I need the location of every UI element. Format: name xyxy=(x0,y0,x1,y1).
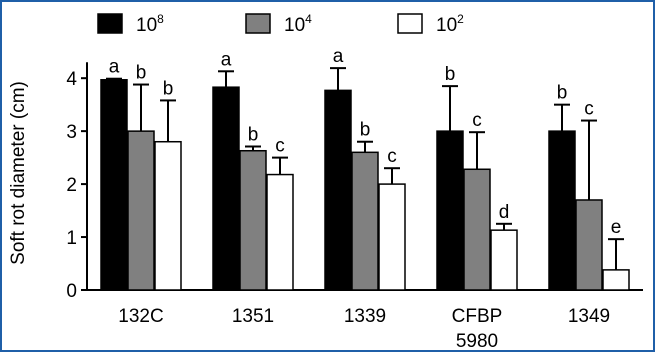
significance-letter: b xyxy=(136,63,147,84)
x-tick-label: 132C xyxy=(118,306,163,327)
y-axis: 0 1 2 3 4 xyxy=(66,62,88,302)
y-tick-label: 3 xyxy=(66,122,77,143)
significance-letter: b xyxy=(557,83,568,104)
x-tick-label: 1351 xyxy=(232,306,274,327)
bar xyxy=(239,149,267,291)
bar xyxy=(490,229,518,291)
bar xyxy=(324,89,352,291)
significance-letter: b xyxy=(360,120,371,141)
legend-label: 108 xyxy=(136,12,164,36)
bar xyxy=(436,130,464,291)
significance-letter: b xyxy=(248,124,259,145)
bar xyxy=(154,140,182,291)
legend-swatch xyxy=(397,13,423,34)
y-axis-label: Soft rot diameter (cm) xyxy=(8,81,29,265)
y-tick-label: 0 xyxy=(66,281,77,302)
significance-letter: b xyxy=(163,78,174,99)
x-tick-label: 1339 xyxy=(344,306,386,327)
bar xyxy=(100,79,128,291)
y-tick-label: 4 xyxy=(66,69,77,90)
legend-label-base: 10 xyxy=(436,15,457,36)
significance-letter: b xyxy=(445,64,456,85)
significance-letter: e xyxy=(611,217,622,238)
legend-label-exponent: 8 xyxy=(157,12,164,26)
significance-letter: c xyxy=(472,110,482,131)
significance-letter: c xyxy=(584,99,594,120)
legend: 108 104 102 xyxy=(97,12,464,36)
x-tick-label: 1349 xyxy=(568,306,610,327)
legend-label: 102 xyxy=(436,12,464,36)
bar xyxy=(602,269,630,291)
legend-label-exponent: 4 xyxy=(305,12,312,26)
legend-swatch xyxy=(97,13,123,34)
y-tick-label: 2 xyxy=(66,175,77,196)
x-axis: 132C 1351 1339 CFBP 5980 1349 xyxy=(86,289,643,350)
significance-letter: a xyxy=(221,49,232,70)
significance-letter: d xyxy=(499,202,510,223)
bar xyxy=(127,130,155,291)
significance-letter: c xyxy=(275,136,285,157)
y-tick-label: 1 xyxy=(66,228,77,249)
significance-letter: a xyxy=(333,46,344,67)
bar xyxy=(575,199,603,291)
legend-swatch xyxy=(245,13,271,34)
legend-label: 104 xyxy=(284,12,312,36)
bar xyxy=(463,168,491,291)
x-tick-label: 5980 xyxy=(456,331,498,350)
bar xyxy=(351,151,379,291)
bar xyxy=(212,86,240,291)
bar xyxy=(548,130,576,291)
significance-letter: a xyxy=(109,57,120,78)
bar xyxy=(378,183,406,291)
legend-label-exponent: 2 xyxy=(457,12,464,26)
significance-letter: c xyxy=(387,146,397,167)
x-tick-label: CFBP xyxy=(452,306,503,327)
legend-label-base: 10 xyxy=(284,15,305,36)
legend-label-base: 10 xyxy=(136,15,157,36)
bar xyxy=(266,173,294,291)
